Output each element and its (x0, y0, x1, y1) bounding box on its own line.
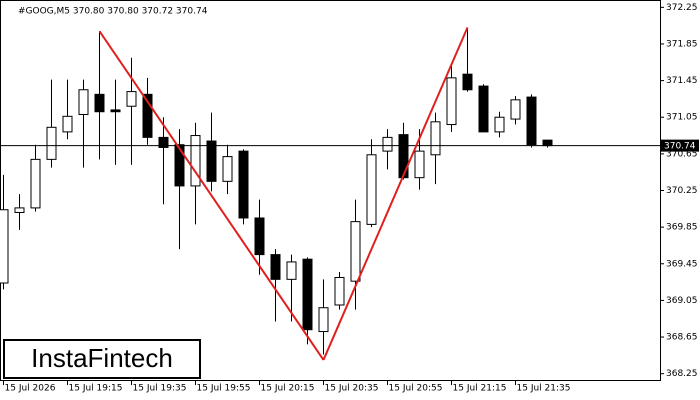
x-tick-label: 15 Jul 19:35 (133, 384, 187, 394)
pattern-line (98, 30, 325, 361)
candle-body (382, 136, 393, 152)
candle-body (222, 156, 233, 182)
candle-body (286, 261, 297, 280)
candle-body (254, 217, 265, 256)
candle-body (78, 89, 89, 115)
x-tick-label: 15 Jul 2026 (5, 384, 56, 394)
candle-body (318, 307, 329, 333)
candle-body (462, 73, 473, 91)
candle-body (190, 135, 201, 187)
candle-body (510, 99, 521, 120)
y-tick-label: 370.25 (666, 186, 698, 196)
candle-body (398, 134, 409, 179)
candle-body (526, 96, 537, 146)
candle-body (238, 150, 249, 219)
y-tick-label: 372.25 (666, 3, 698, 13)
y-tick-label: 371.45 (666, 76, 698, 86)
x-tick-label: 15 Jul 21:15 (453, 384, 507, 394)
candle-body (366, 154, 377, 225)
y-tick-label: 369.45 (666, 259, 698, 269)
candle-body (446, 77, 457, 126)
x-tick-label: 15 Jul 20:55 (389, 384, 443, 394)
y-tick-label: 371.85 (666, 39, 698, 49)
x-tick-label: 15 Jul 20:15 (261, 384, 315, 394)
candle-body (478, 85, 489, 133)
candle-body (0, 209, 9, 284)
chart-title: #GOOG,M5 370.80 370.80 370.72 370.74 (18, 7, 208, 17)
candle-body (110, 109, 121, 113)
candle-body (334, 277, 345, 306)
y-tick-label: 369.05 (666, 296, 698, 306)
current-price-label: 370.74 (664, 142, 696, 152)
y-tick-label: 371.05 (666, 113, 698, 123)
x-tick-label: 15 Jul 21:35 (517, 384, 571, 394)
x-tick-label: 15 Jul 19:55 (197, 384, 251, 394)
candle-body (62, 115, 73, 133)
candle-body (126, 91, 137, 107)
candle-body (142, 93, 153, 138)
x-tick-label: 15 Jul 19:15 (69, 384, 123, 394)
y-tick-label: 368.25 (666, 369, 698, 379)
candle-body (94, 93, 105, 113)
candle-body (542, 139, 553, 147)
y-tick-label: 368.65 (666, 333, 698, 343)
candle-body (30, 158, 41, 209)
candle-body (174, 144, 185, 187)
candle-body (430, 121, 441, 156)
y-tick-label: 369.85 (666, 223, 698, 233)
candle-body (270, 254, 281, 280)
candle-body (14, 207, 25, 213)
candle-body (206, 140, 217, 182)
current-price-box (661, 139, 699, 152)
candle-body (494, 116, 505, 133)
candle-body (46, 126, 57, 160)
candle-body (302, 258, 313, 331)
watermark-box (3, 339, 201, 379)
candle-body (350, 221, 361, 282)
pattern-line (322, 27, 469, 361)
watermark: InstaFintech (31, 343, 173, 373)
y-tick-label: 370.65 (666, 149, 698, 159)
candle-body (414, 150, 425, 179)
x-tick-label: 15 Jul 20:35 (325, 384, 379, 394)
candle-body (158, 136, 169, 148)
